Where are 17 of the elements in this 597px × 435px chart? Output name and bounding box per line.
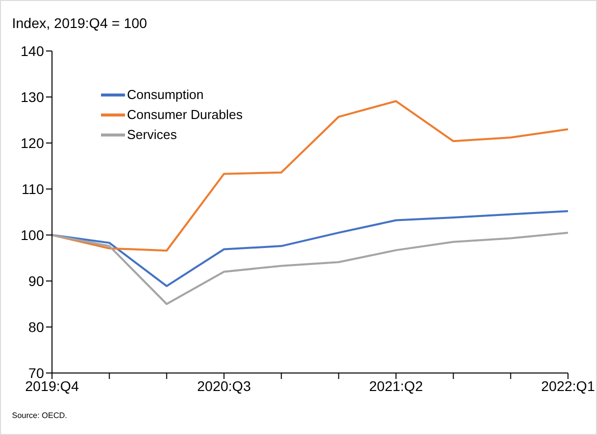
y-tick-label: 80 bbox=[28, 318, 44, 335]
y-tick-label: 90 bbox=[28, 272, 44, 289]
line-series bbox=[51, 232, 569, 305]
y-tick-label: 120 bbox=[20, 134, 44, 151]
line-series bbox=[51, 210, 569, 288]
y-tick-label: 140 bbox=[20, 42, 44, 59]
y-axis-title: Index, 2019:Q4 = 100 bbox=[12, 15, 148, 31]
x-tick-label: 2021:Q2 bbox=[369, 378, 424, 394]
y-tick-label: 130 bbox=[20, 88, 44, 105]
x-tick-label: 2020:Q3 bbox=[197, 378, 252, 394]
y-tick-label: 110 bbox=[22, 180, 44, 197]
legend-label: Consumer Durables bbox=[127, 106, 243, 124]
y-tick-label: 100 bbox=[20, 226, 44, 243]
legend-label: Consumption bbox=[127, 86, 204, 104]
x-tick-label: 2022:Q1 bbox=[541, 378, 596, 394]
legend-label: Services bbox=[127, 126, 177, 144]
source-note: Source: OECD. bbox=[12, 411, 68, 420]
